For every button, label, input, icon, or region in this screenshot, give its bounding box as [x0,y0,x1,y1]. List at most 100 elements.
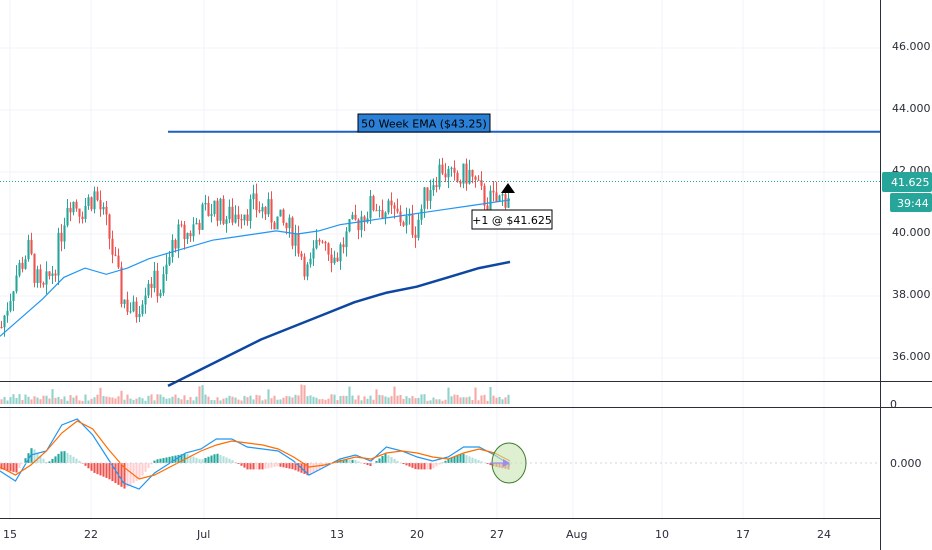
candle [300,253,303,257]
candle [234,214,237,223]
volume-bar [354,399,357,404]
volume-bar [411,396,414,404]
candle [75,201,78,209]
candle [123,299,126,304]
macd-histogram-bar [444,460,447,463]
volume-bar [279,399,282,404]
macd-histogram-bar [102,463,105,477]
macd-histogram-bar [405,463,408,466]
macd-histogram-bar [195,457,198,463]
volume-bar [186,399,189,404]
volume-bar [447,387,450,404]
candle [213,200,216,215]
macd-histogram-bar [126,463,129,487]
macd-histogram-bar [21,463,24,464]
candle [162,274,165,293]
volume-bar [444,399,447,404]
volume-bar [72,397,75,404]
macd-histogram-bar [312,463,315,473]
candle [9,300,12,311]
moving-average-lines [0,199,511,388]
candle [393,205,396,209]
volume-bar [159,394,162,404]
volume-bar [204,394,207,404]
candle [381,210,384,219]
volume-bar [9,397,12,404]
macd-histogram-bar [114,463,117,484]
volume-bar [135,398,138,404]
volume-zero-label: 0 [890,398,897,411]
price-axis[interactable]: 46.000 44.000 42.000 40.000 38.000 36.00… [890,40,931,470]
candle [192,224,195,237]
volume-bar [90,398,93,404]
candle [12,291,15,301]
macd-zero-label: 0.000 [890,457,922,470]
volume-bar [435,399,438,404]
volume-bar [249,395,252,404]
volume-bar [483,394,486,404]
volume-bar [300,384,303,404]
volume-bar [141,398,144,404]
volume-bar [291,397,294,404]
volume-bar [372,399,375,404]
candle [507,198,510,208]
volume-bar [303,385,306,404]
x-tick-label: 17 [736,528,750,541]
candle [39,269,42,283]
macd-histogram-bar [486,463,489,464]
buy-marker-icon[interactable] [501,183,515,193]
macd-histogram-bar [105,463,108,478]
macd-histogram-bar [438,463,441,465]
macd-histogram-bar [249,463,252,470]
macd-histogram-bar [183,453,186,463]
macd-histogram-bar [435,463,438,467]
macd-histogram-bar [351,459,354,463]
candle [33,253,36,283]
volume-bar [111,397,114,404]
volume-bar [498,396,501,404]
macd-histogram-bar [426,463,429,470]
volume-bar [378,394,381,404]
volume-bar [168,398,171,404]
macd-histogram-bar [87,463,90,469]
volume-bar [297,395,300,404]
macd-histogram-bar [168,456,171,463]
volume-bar [180,399,183,404]
volume-bar [324,399,327,404]
candle [417,219,420,238]
candle [462,163,465,184]
macd-histogram-bar [39,455,42,463]
time-axis[interactable]: 15 22 Jul 13 20 27 Aug 10 17 24 [3,528,831,541]
volume-bar [330,394,333,404]
macd-histogram-bar [84,463,87,466]
candle [273,222,276,230]
macd-arrow-icon [503,459,510,467]
macd-histogram-bar [348,459,351,463]
candlestick-series[interactable] [0,157,510,337]
macd-histogram-bar [90,463,93,471]
candle [261,207,264,212]
volume-bar [213,400,216,404]
candle [315,239,318,249]
volume-bar [345,395,348,404]
volume-bar [480,395,483,404]
macd-histogram-bar [171,456,174,463]
volume-bar [258,395,261,404]
candle [429,189,432,201]
macd-histogram-bar [363,463,366,464]
macd-histogram-bar [192,456,195,463]
candle [405,215,408,226]
macd-histogram-bar [45,461,48,463]
macd-histogram-bar [279,463,282,467]
volume-bar [162,396,165,404]
candle [153,270,156,288]
macd-histogram-bar [456,455,459,463]
candle [27,239,30,260]
candle [375,210,378,212]
volume-bar [273,395,276,404]
candle [222,198,225,224]
macd-histogram-bar [429,463,432,470]
macd-histogram-bar [51,458,54,463]
